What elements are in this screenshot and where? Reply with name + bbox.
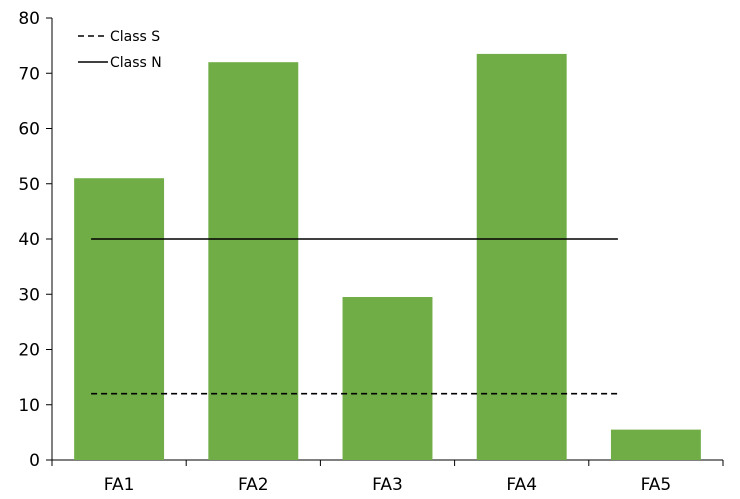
bar-fa5 bbox=[610, 429, 701, 460]
legend-label-class-n: Class N bbox=[110, 55, 162, 71]
y-tick-label: 10 bbox=[18, 396, 40, 416]
y-tick-label: 30 bbox=[18, 285, 40, 305]
x-tick-label-fa2: FA2 bbox=[238, 475, 269, 495]
legend: Class S Class N bbox=[78, 29, 162, 71]
bar-fa3 bbox=[342, 297, 433, 460]
y-tick-label: 60 bbox=[18, 120, 40, 140]
x-tick-label-fa4: FA4 bbox=[506, 475, 537, 495]
x-tick-label-fa1: FA1 bbox=[104, 475, 135, 495]
y-tick-label: 40 bbox=[18, 230, 40, 250]
reference-lines bbox=[91, 238, 618, 395]
bar-fa4 bbox=[476, 53, 567, 460]
x-tick-label-fa3: FA3 bbox=[372, 475, 403, 495]
x-tick-labels: FA1 FA2 FA3 FA4 FA5 bbox=[104, 475, 671, 495]
y-tick-label: 20 bbox=[18, 341, 40, 361]
y-tick-label: 70 bbox=[18, 64, 40, 84]
bars bbox=[74, 53, 701, 460]
y-tick-label: 50 bbox=[18, 175, 40, 195]
x-tick-label-fa5: FA5 bbox=[641, 475, 672, 495]
legend-label-class-s: Class S bbox=[110, 29, 160, 45]
bar-fa2 bbox=[208, 62, 299, 460]
y-tick-label: 80 bbox=[18, 9, 40, 29]
y-tick-label: 0 bbox=[29, 451, 40, 471]
bar-fa1 bbox=[74, 178, 165, 460]
y-tick-labels: 0 10 20 30 40 50 60 70 80 bbox=[18, 9, 40, 471]
